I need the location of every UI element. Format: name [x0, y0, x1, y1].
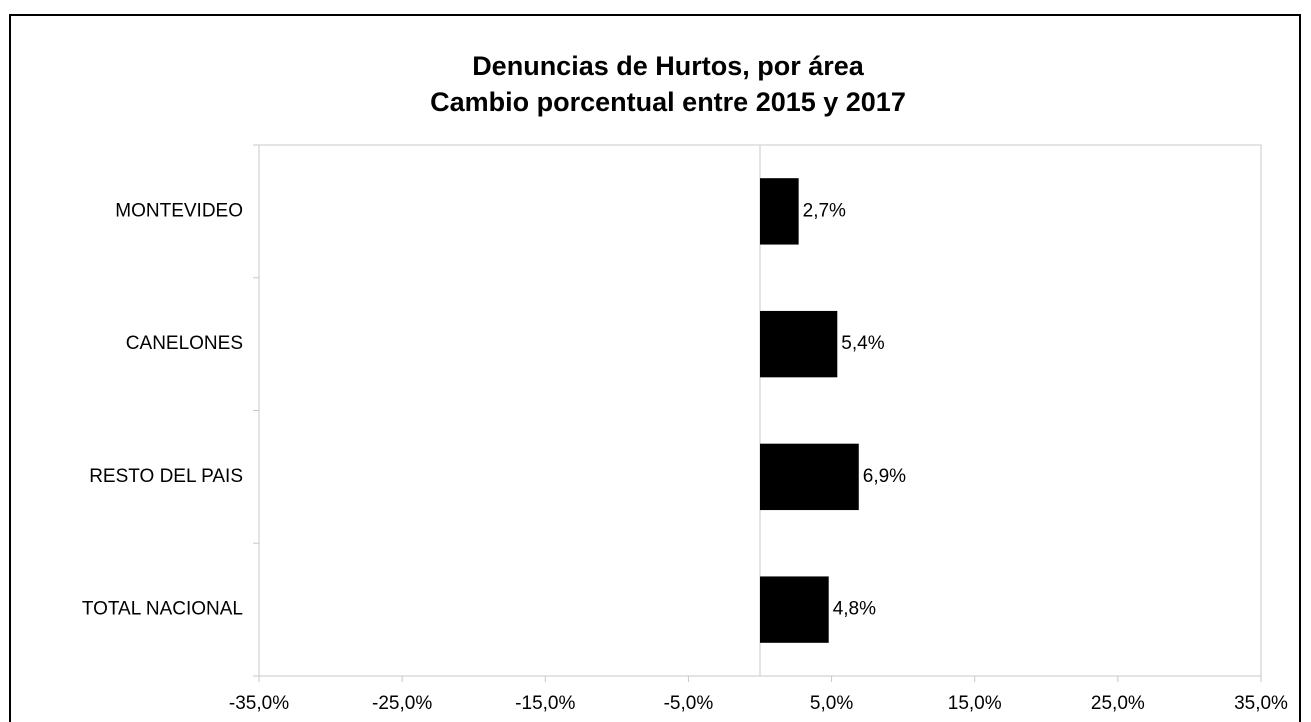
value-label: 4,8% [833, 599, 876, 620]
bar [760, 443, 859, 511]
chart-subtitle: Cambio porcentual entre 2015 y 2017 [430, 87, 906, 117]
x-tick-label: 25,0% [1091, 693, 1145, 714]
bar [760, 310, 838, 378]
x-tick-label: -15,0% [515, 693, 575, 714]
x-tick-label: 35,0% [1234, 693, 1288, 714]
chart-border [9, 14, 1301, 722]
y-tick-label: CANELONES [126, 333, 243, 354]
x-tick-label: 15,0% [948, 693, 1002, 714]
y-tick-label: TOTAL NACIONAL [82, 599, 243, 620]
chart-title: Denuncias de Hurtos, por área [472, 51, 865, 81]
x-tick-label: -5,0% [664, 693, 714, 714]
y-tick-label: RESTO DEL PAIS [89, 466, 243, 487]
value-label: 6,9% [863, 466, 906, 487]
bar [760, 178, 799, 245]
y-tick-label: MONTEVIDEO [115, 200, 243, 221]
bar [760, 576, 829, 643]
x-tick-label: 5,0% [810, 693, 853, 714]
x-tick-label: -35,0% [229, 693, 289, 714]
x-tick-label: -25,0% [372, 693, 432, 714]
value-label: 5,4% [841, 333, 884, 354]
value-label: 2,7% [803, 200, 846, 221]
